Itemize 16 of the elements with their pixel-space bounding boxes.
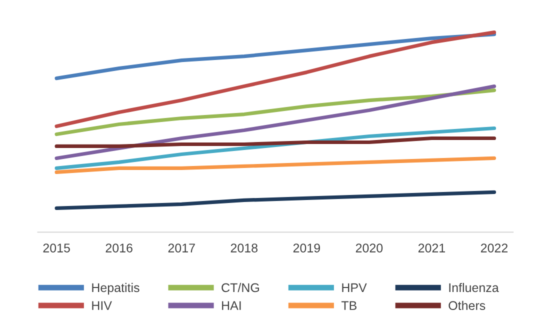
x-tick-label: 2017 [168,244,195,252]
legend-label: Influenza [449,282,499,292]
legend-label: TB [341,301,356,310]
legend-label: CT/NG [222,282,259,292]
legend-label: HPV [342,283,367,292]
legend-label: HAI [222,301,241,310]
legend-label: HIV [92,301,112,310]
x-tick-label: 2019 [293,244,320,252]
x-tick-label: 2018 [230,244,258,252]
x-tick-label: 2022 [480,244,508,252]
x-tick-label: 2021 [418,244,446,252]
x-tick-label: 2020 [356,244,383,252]
x-tick-label: 2015 [43,244,70,252]
x-tick-label: 2016 [106,244,132,252]
legend-label: Hepatitis [92,282,140,295]
legend-label: Others [448,300,486,310]
